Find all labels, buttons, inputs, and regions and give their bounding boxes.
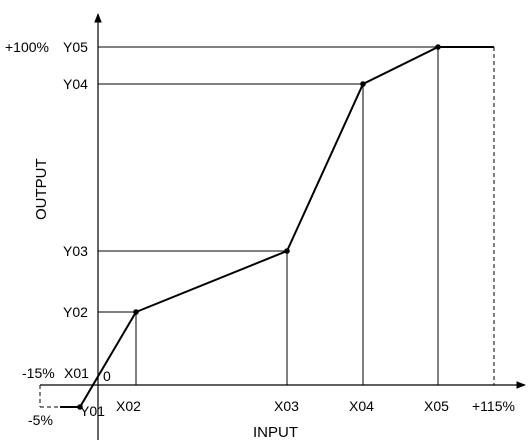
label-x04: X04: [349, 398, 374, 414]
label-x05: X05: [424, 398, 449, 414]
label-y-pct-min: -5%: [28, 412, 53, 428]
label-y01: Y01: [80, 403, 105, 419]
label-y-pct-max: +100%: [5, 39, 49, 55]
characteristic-curve: [60, 46, 494, 408]
label-y02: Y02: [63, 304, 88, 320]
point-p04: [360, 81, 366, 87]
label-x03: X03: [274, 398, 299, 414]
label-y05: Y05: [63, 39, 88, 55]
label-x02: X02: [116, 398, 141, 414]
point-p05: [435, 44, 441, 50]
y-axis-title: OUTPUT: [33, 158, 50, 220]
point-p02: [133, 309, 139, 315]
label-x01: X01: [64, 365, 89, 381]
point-p03: [284, 248, 290, 254]
label-origin: 0: [103, 368, 111, 384]
label-x-pct-max: +115%: [472, 398, 515, 414]
point-p01: [77, 404, 83, 410]
label-y04: Y04: [63, 76, 88, 92]
label-y03: Y03: [63, 243, 88, 259]
x-axis-title: INPUT: [253, 424, 298, 441]
label-x-pct-min: -15%: [22, 365, 55, 381]
